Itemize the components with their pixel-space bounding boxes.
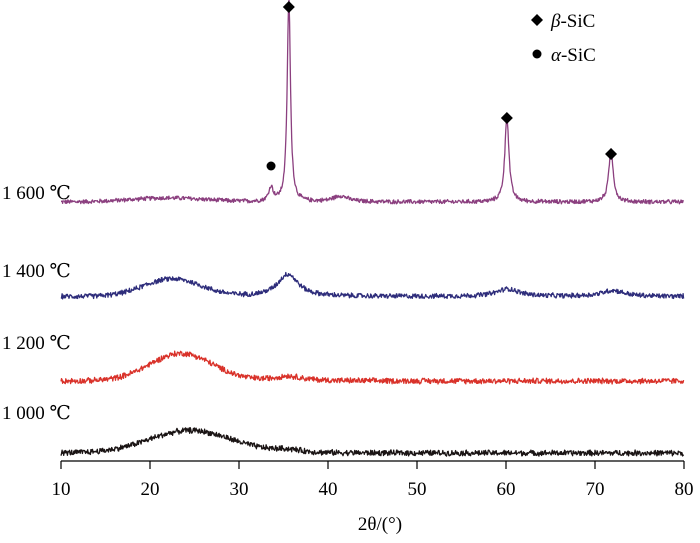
series-label-2: 1 200 ℃ [2, 333, 71, 354]
peak-diamond-icon-0 [282, 1, 295, 13]
peak-markers-group [266, 1, 618, 171]
peak-circle-icon-3 [266, 161, 276, 171]
series-trace-3 [60, 427, 685, 457]
series-trace-2 [60, 350, 685, 385]
series-trace-1 [60, 271, 685, 300]
x-tick-label-10: 10 [52, 479, 71, 500]
peak-diamond-icon-1 [500, 112, 513, 124]
legend-alpha-label: α-SiC [551, 45, 596, 66]
x-tick-label-60: 60 [497, 479, 516, 500]
x-tick-label-50: 50 [408, 479, 427, 500]
x-tick-label-30: 30 [230, 479, 249, 500]
series-label-0: 1 600 ℃ [2, 183, 71, 204]
series-labels-group: 1 600 ℃ 1 400 ℃ 1 200 ℃ 1 000 ℃ [2, 183, 71, 424]
peak-diamond-icon-2 [605, 148, 618, 160]
x-tick-label-70: 70 [586, 479, 605, 500]
x-tick-label-20: 20 [141, 479, 160, 500]
legend-diamond-icon [531, 14, 543, 26]
series-label-1: 1 400 ℃ [2, 261, 71, 282]
legend-circle-icon [532, 49, 542, 59]
traces-group [60, 0, 685, 457]
x-tick-label-40: 40 [319, 479, 338, 500]
x-axis-title: 2θ/(°) [358, 514, 402, 535]
series-trace-0 [60, 0, 685, 205]
x-tick-label-80: 80 [675, 479, 694, 500]
x-ticks-group: 10 20 30 40 50 60 70 80 [52, 461, 694, 500]
legend-beta-label: β-SiC [550, 11, 595, 32]
legend: β-SiC α-SiC [531, 11, 596, 66]
series-label-3: 1 000 ℃ [2, 403, 71, 424]
